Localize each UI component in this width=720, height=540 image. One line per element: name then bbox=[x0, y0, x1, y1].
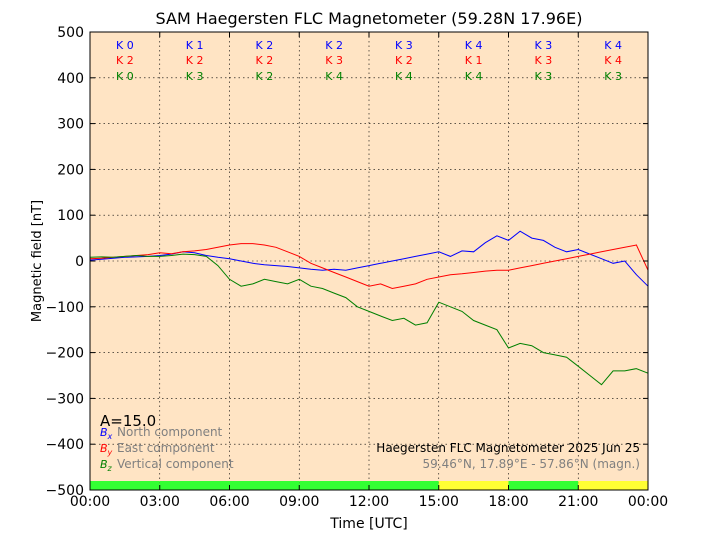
k-index-y-7: K 4 bbox=[604, 54, 622, 67]
chart-title: SAM Haegersten FLC Magnetometer (59.28N … bbox=[156, 9, 583, 28]
series-layer bbox=[89, 230, 649, 386]
series-by-line bbox=[89, 243, 649, 290]
k-index-z-7: K 3 bbox=[604, 70, 622, 83]
x-tick-label: 18:00 bbox=[488, 494, 528, 510]
k-index-x-4: K 3 bbox=[395, 39, 413, 52]
k-index-y-6: K 3 bbox=[535, 54, 553, 67]
legend: Bx North component By East component Bz … bbox=[100, 425, 234, 473]
k-index-z-1: K 3 bbox=[186, 70, 204, 83]
a-index-label: A=15.0 bbox=[100, 412, 156, 430]
x-tick-label: 09:00 bbox=[279, 494, 319, 510]
x-tick-label: 12:00 bbox=[349, 494, 389, 510]
k-index-x-0: K 0 bbox=[116, 39, 134, 52]
x-tick-label: 00:00 bbox=[70, 494, 110, 510]
activity-segment-quiet bbox=[159, 481, 230, 490]
legend-by-label: East component bbox=[117, 441, 215, 455]
legend-bz-symbol: Bz bbox=[100, 458, 113, 473]
series-bz-line bbox=[89, 253, 649, 386]
k-index-table: K 0 K 2 K 0 K 1 K 2 K 3 K 2 K 2 K 2 K 2 K 3 K 4 K 3 K… bbox=[116, 39, 622, 83]
k-index-z-4: K 4 bbox=[395, 70, 413, 83]
k-index-x-1: K 1 bbox=[186, 39, 204, 52]
k-index-z-6: K 3 bbox=[535, 70, 553, 83]
k-index-z-3: K 4 bbox=[325, 70, 343, 83]
k-index-x-3: K 2 bbox=[325, 39, 343, 52]
k-index-z-2: K 2 bbox=[256, 70, 274, 83]
k-index-x-5: K 4 bbox=[465, 39, 483, 52]
k-index-z-0: K 0 bbox=[116, 70, 134, 83]
x-tick-label: 00:00 bbox=[628, 494, 668, 510]
x-tick-label: 15:00 bbox=[419, 494, 459, 510]
legend-bx-symbol: Bx bbox=[100, 426, 113, 441]
k-index-x-6: K 3 bbox=[535, 39, 553, 52]
y-tick-label: −300 bbox=[46, 391, 84, 407]
y-tick-label: 300 bbox=[57, 117, 84, 133]
y-tick-label: 0 bbox=[75, 254, 84, 270]
station-label: Haegersten FLC Magnetometer 2025 Jun 25 bbox=[376, 441, 640, 455]
activity-segment-quiet bbox=[299, 481, 369, 490]
legend-bz-label: Vertical component bbox=[117, 457, 234, 471]
activity-segment-quiet bbox=[369, 481, 439, 490]
k-index-y-0: K 2 bbox=[116, 54, 134, 67]
x-tick-label: 06:00 bbox=[209, 494, 249, 510]
k-index-y-2: K 2 bbox=[256, 54, 274, 67]
y-tick-label: 100 bbox=[57, 208, 84, 224]
k-index-x-2: K 2 bbox=[256, 39, 274, 52]
y-tick-label: −400 bbox=[46, 437, 84, 453]
legend-bx-label: North component bbox=[117, 425, 223, 439]
k-index-y-4: K 2 bbox=[395, 54, 413, 67]
k-index-y-3: K 3 bbox=[325, 54, 343, 67]
y-tick-label: −500 bbox=[46, 483, 84, 499]
y-tick-label: −100 bbox=[46, 300, 84, 316]
y-tick-label: −200 bbox=[46, 346, 84, 362]
k-index-z-5: K 4 bbox=[465, 70, 483, 83]
y-tick-label: 400 bbox=[57, 71, 84, 87]
x-tick-label: 03:00 bbox=[140, 494, 180, 510]
x-tick-label: 21:00 bbox=[558, 494, 598, 510]
y-tick-label: 200 bbox=[57, 162, 84, 178]
x-axis-label: Time [UTC] bbox=[329, 516, 407, 532]
activity-segment-quiet bbox=[229, 481, 300, 490]
coords-label: 59.46°N, 17.89°E - 57.86°N (magn.) bbox=[423, 457, 640, 471]
k-index-y-5: K 1 bbox=[465, 54, 483, 67]
legend-by-symbol: By bbox=[100, 442, 113, 457]
activity-segment-quiet bbox=[508, 481, 579, 490]
activity-bar bbox=[90, 481, 648, 490]
axis-ticks: 00:00 03:00 06:00 09:00 12:00 15:00 18:00 21:00… bbox=[46, 25, 669, 510]
y-tick-label: 500 bbox=[57, 25, 84, 41]
activity-segment-active bbox=[578, 481, 648, 490]
activity-segment-quiet bbox=[90, 481, 160, 490]
k-index-x-7: K 4 bbox=[604, 39, 622, 52]
k-index-y-1: K 2 bbox=[186, 54, 204, 67]
activity-segment-active bbox=[438, 481, 509, 490]
y-axis-label: Magnetic field [nT] bbox=[30, 200, 45, 322]
